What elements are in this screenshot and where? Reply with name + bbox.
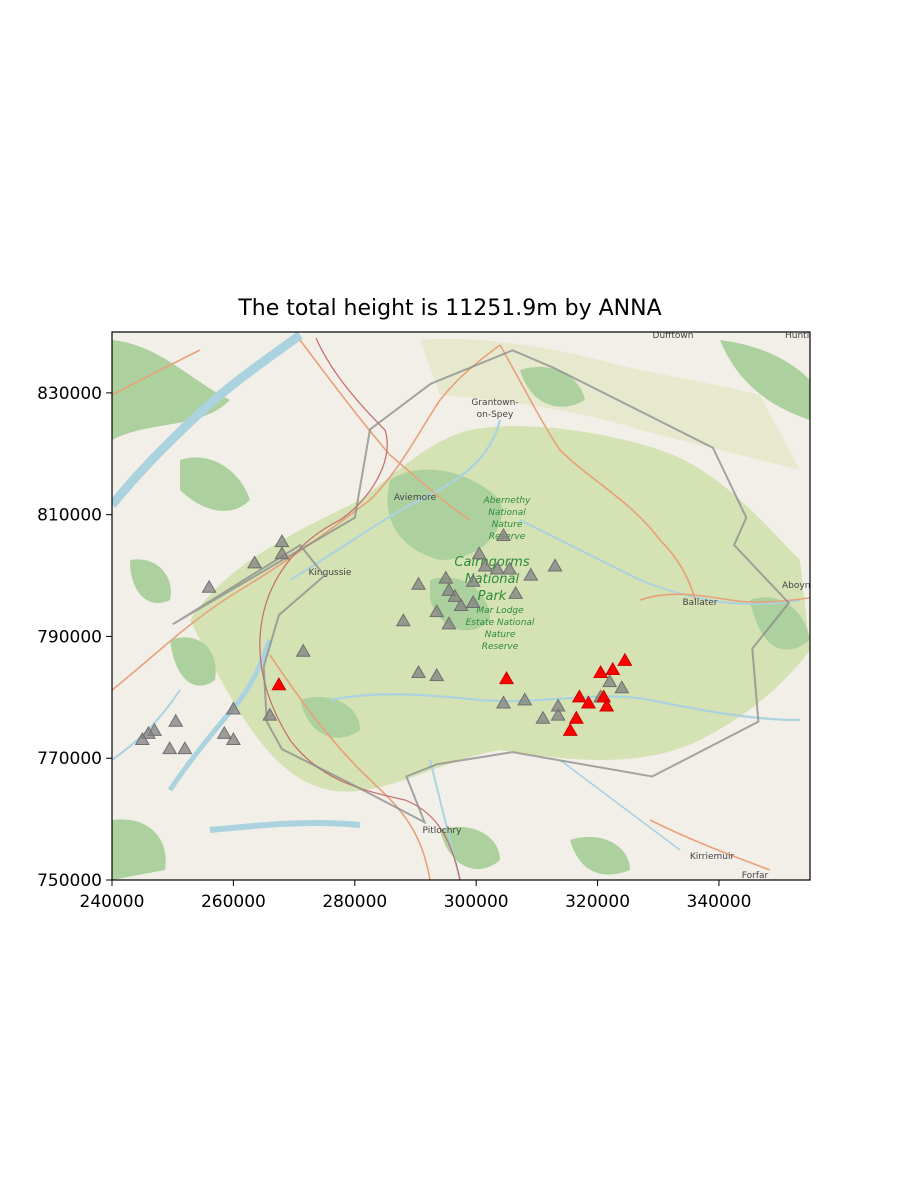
grey-summit-marker-3 bbox=[274, 534, 290, 548]
boundary-layer bbox=[172, 349, 791, 825]
label-forfar: Forfar bbox=[742, 871, 769, 881]
roads bbox=[112, 339, 810, 880]
label-abernethy-2: National bbox=[488, 508, 526, 518]
label-abernethy-1: Abernethy bbox=[483, 496, 532, 506]
grey-summit-marker-5 bbox=[262, 707, 278, 721]
grey-summit-marker-8 bbox=[225, 731, 241, 746]
park-boundary bbox=[172, 349, 791, 825]
x-tick-label-5: 340000 bbox=[687, 892, 752, 912]
tick-layer: 240000 260000 280000 300000 320000 340000 7500… bbox=[37, 384, 751, 912]
grey-summit-marker-1 bbox=[247, 555, 263, 569]
x-tick-label-2: 280000 bbox=[322, 892, 387, 912]
grey-summit-marker-21 bbox=[453, 597, 469, 612]
y-tick-label-1: 770000 bbox=[37, 749, 102, 769]
grey-summit-marker-33 bbox=[410, 664, 427, 679]
red-summit-marker-1 bbox=[499, 671, 515, 685]
grey-summit-marker-41 bbox=[614, 680, 630, 694]
grey-summit-marker-16 bbox=[410, 576, 427, 590]
label-aviemore: Aviemore bbox=[394, 493, 437, 503]
red-summit-marker-8 bbox=[593, 664, 609, 679]
label-marlodge-2: Estate National bbox=[466, 618, 535, 628]
label-aboyne: Aboyn bbox=[782, 581, 810, 591]
grey-summit-marker-9 bbox=[168, 713, 184, 727]
grey-summit-marker-24 bbox=[465, 573, 481, 587]
red-summit-marker-2 bbox=[571, 689, 587, 703]
x-tick-label-1: 260000 bbox=[201, 892, 266, 912]
grey-summit-marker-28 bbox=[495, 527, 512, 542]
label-park-3: Park bbox=[478, 589, 507, 604]
grey-summit-marker-11 bbox=[140, 725, 156, 739]
grey-summit-marker-2 bbox=[274, 546, 290, 560]
grey-summit-marker-31 bbox=[523, 567, 539, 581]
axes-frame bbox=[111, 331, 811, 881]
rivers bbox=[112, 332, 801, 880]
label-abernethy-3: Nature bbox=[492, 520, 523, 530]
y-tick-label-2: 790000 bbox=[37, 627, 102, 647]
label-dufftown: Dufftown bbox=[653, 331, 694, 341]
marker-layer bbox=[134, 527, 633, 755]
red-summit-marker-3 bbox=[580, 695, 596, 709]
grey-summit-marker-38 bbox=[550, 707, 566, 721]
grey-summit-marker-40 bbox=[602, 674, 618, 688]
grey-summit-marker-6 bbox=[225, 701, 241, 715]
grey-summit-marker-35 bbox=[495, 695, 512, 709]
label-ballater: Ballater bbox=[683, 598, 718, 608]
label-marlodge-1: Mar Lodge bbox=[476, 606, 524, 616]
grey-summit-marker-34 bbox=[429, 668, 445, 682]
grey-summit-marker-18 bbox=[438, 570, 454, 584]
label-kirriemuir: Kirriemuir bbox=[690, 852, 735, 862]
railway bbox=[259, 337, 461, 880]
grey-summit-marker-37 bbox=[535, 710, 551, 724]
grey-summit-marker-25 bbox=[471, 546, 487, 560]
label-huntly: Huntl bbox=[785, 331, 809, 341]
x-tick-label-4: 320000 bbox=[565, 892, 630, 912]
y-tick-label-4: 830000 bbox=[37, 384, 102, 404]
label-kingussie: Kingussie bbox=[309, 568, 352, 578]
map-title: The total height is 11251.9m by ANNA bbox=[238, 296, 662, 321]
grey-summit-marker-29 bbox=[502, 561, 518, 575]
label-park-1: Cairngorms bbox=[454, 555, 529, 570]
grey-summit-marker-12 bbox=[134, 731, 150, 746]
label-grantown-2: on-Spey bbox=[477, 410, 514, 420]
y-tick-label-3: 810000 bbox=[37, 506, 102, 526]
red-summit-marker-4 bbox=[562, 722, 578, 736]
grey-summit-marker-30 bbox=[508, 585, 524, 599]
grey-summit-marker-39 bbox=[550, 698, 566, 712]
label-marlodge-4: Reserve bbox=[482, 642, 519, 652]
grey-summit-marker-14 bbox=[177, 741, 193, 755]
grey-summit-marker-4 bbox=[295, 643, 311, 657]
grey-summit-marker-32 bbox=[547, 558, 563, 572]
grey-summit-marker-20 bbox=[447, 588, 463, 602]
grey-summit-marker-19 bbox=[441, 582, 457, 596]
grey-summit-marker-23 bbox=[441, 616, 457, 630]
grey-summit-marker-13 bbox=[162, 741, 178, 755]
grey-summit-marker-36 bbox=[517, 692, 533, 706]
x-tick-label-3: 300000 bbox=[444, 892, 509, 912]
red-summit-marker-7 bbox=[599, 698, 615, 712]
red-summit-marker-5 bbox=[568, 710, 584, 724]
label-pitlochry: Pitlochry bbox=[423, 826, 463, 836]
grey-summit-marker-15 bbox=[395, 613, 411, 627]
label-marlodge-3: Nature bbox=[485, 630, 516, 640]
y-tick-label-0: 750000 bbox=[37, 871, 102, 891]
grey-summit-marker-7 bbox=[216, 725, 232, 739]
red-summit-marker-0 bbox=[271, 677, 287, 691]
x-tick-label-0: 240000 bbox=[80, 892, 145, 912]
basemap: Grantown- on-Spey Aviemore Kingussie Bal… bbox=[112, 331, 810, 881]
grey-summit-marker-26 bbox=[477, 558, 493, 572]
grey-summit-marker-22 bbox=[465, 594, 481, 609]
label-grantown: Grantown- bbox=[471, 398, 518, 408]
red-summit-marker-10 bbox=[617, 652, 633, 666]
grey-summit-marker-17 bbox=[429, 604, 445, 618]
grey-summit-marker-27 bbox=[489, 561, 505, 575]
red-summit-marker-9 bbox=[605, 661, 621, 675]
grey-summit-marker-0 bbox=[201, 579, 217, 593]
